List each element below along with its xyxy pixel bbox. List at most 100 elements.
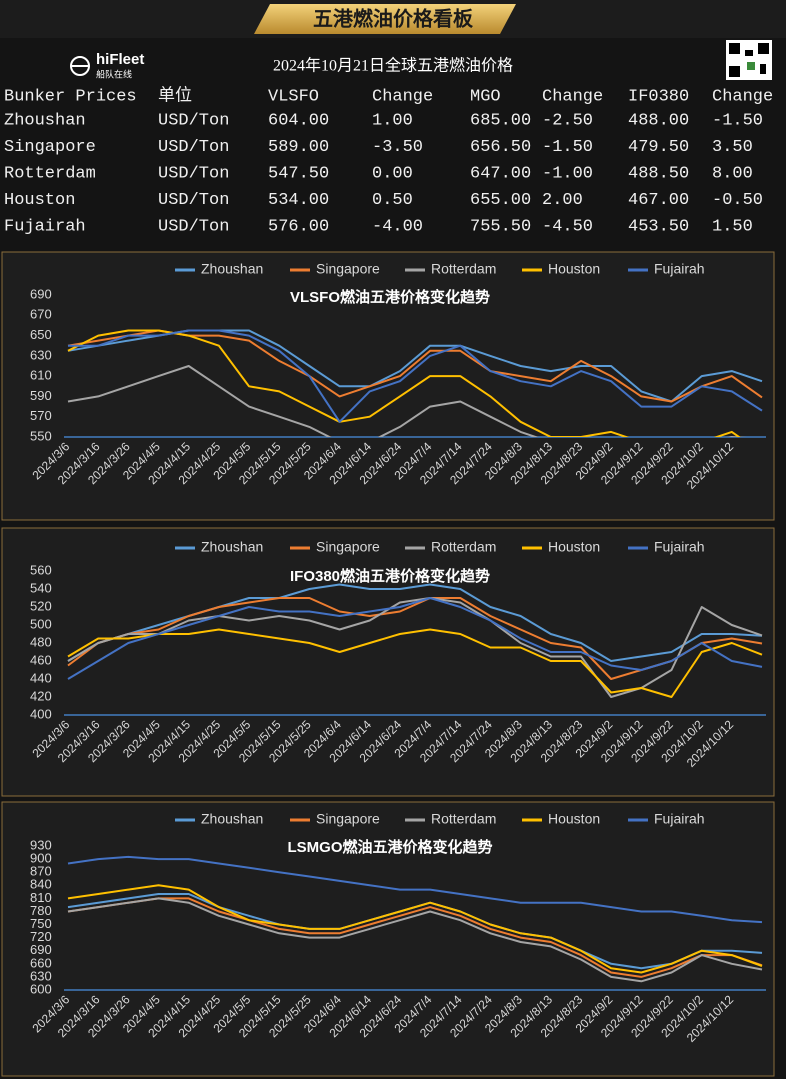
table-cell: 1.00: [372, 111, 413, 130]
table-cell: USD/Ton: [158, 164, 229, 183]
legend-label: Zhoushan: [201, 539, 263, 555]
table-cell: 2.00: [542, 191, 583, 210]
series-line: [67, 329, 741, 437]
chart-panel: [1, 801, 775, 1077]
table-cell: 534.00: [268, 191, 329, 210]
table-cell: -1.50: [712, 111, 763, 130]
price-table: Bunker Prices 单位 VLSFO Change MGO Change IF038…: [4, 85, 773, 236]
table-cell: Singapore: [4, 138, 96, 157]
table-header: Change: [542, 87, 603, 106]
table-cell: USD/Ton: [158, 217, 229, 236]
series-line: [67, 597, 763, 680]
table-cell: Fujairah: [4, 217, 86, 236]
table-cell: 0.50: [372, 191, 413, 210]
y-tick-label: 690: [30, 942, 52, 957]
subtitle: 2024年10月21日全球五港燃油价格: [273, 57, 513, 75]
table-cell: -0.50: [712, 191, 763, 210]
table-cell: 589.00: [268, 138, 329, 157]
table-header: IF0380: [628, 87, 689, 106]
table-header: Change: [372, 87, 433, 106]
legend-label: Singapore: [316, 539, 380, 555]
table-cell: -1.50: [542, 138, 593, 157]
series-line: [67, 628, 763, 698]
table-cell: 1.50: [712, 217, 753, 236]
legend-label: Singapore: [316, 811, 380, 827]
y-tick-label: 930: [30, 837, 52, 852]
y-tick-label: 400: [30, 706, 52, 721]
table-cell: 576.00: [268, 217, 329, 236]
table-cell: Houston: [4, 191, 75, 210]
legend-label: Rotterdam: [431, 811, 496, 827]
y-tick-label: 610: [30, 368, 52, 383]
legend-label: Singapore: [316, 261, 380, 277]
table-header: MGO: [470, 87, 501, 106]
table-cell: USD/Ton: [158, 191, 229, 210]
table-cell: 547.50: [268, 164, 329, 183]
y-tick-label: 900: [30, 851, 52, 866]
y-tick-label: 500: [30, 616, 52, 631]
legend-label: Houston: [548, 811, 600, 827]
y-tick-label: 560: [30, 562, 52, 577]
logo-sub: 船队在线: [96, 68, 132, 79]
table-cell: -3.50: [372, 138, 423, 157]
table-cell: 0.00: [372, 164, 413, 183]
legend-label: Fujairah: [654, 811, 705, 827]
table-cell: 655.00: [470, 191, 531, 210]
y-tick-label: 420: [30, 688, 52, 703]
legend-label: Zhoushan: [201, 811, 263, 827]
table-cell: 656.50: [470, 138, 531, 157]
legend-label: Houston: [548, 261, 600, 277]
y-tick-label: 570: [30, 408, 52, 423]
series-line: [68, 329, 763, 423]
y-tick-label: 590: [30, 388, 52, 403]
logo-text: hiFleet: [96, 51, 144, 68]
series-line: [67, 897, 763, 978]
y-tick-label: 520: [30, 598, 52, 613]
qr-code: [726, 40, 772, 80]
table-cell: 604.00: [268, 111, 329, 130]
series-line: [67, 884, 763, 974]
table-cell: 467.00: [628, 191, 689, 210]
y-tick-label: 600: [30, 981, 52, 996]
y-tick-label: 480: [30, 634, 52, 649]
y-tick-label: 460: [30, 652, 52, 667]
table-cell: 685.00: [470, 111, 531, 130]
y-tick-label: 670: [30, 307, 52, 322]
y-tick-label: 780: [30, 903, 52, 918]
y-tick-label: 550: [30, 428, 52, 443]
legend-label: Rotterdam: [431, 539, 496, 555]
table-cell: 453.50: [628, 217, 689, 236]
legend-label: Fujairah: [654, 261, 705, 277]
y-tick-label: 690: [30, 286, 52, 301]
legend-label: Rotterdam: [431, 261, 496, 277]
table-cell: Zhoushan: [4, 111, 86, 130]
y-tick-label: 810: [30, 890, 52, 905]
table-cell: 755.50: [470, 217, 531, 236]
table-cell: USD/Ton: [158, 111, 229, 130]
series-line: [67, 855, 763, 924]
table-cell: 3.50: [712, 138, 753, 157]
y-tick-label: 650: [30, 327, 52, 342]
logo: hiFleet 船队在线: [70, 51, 144, 79]
y-tick-label: 870: [30, 864, 52, 879]
y-tick-label: 840: [30, 877, 52, 892]
table-cell: Rotterdam: [4, 164, 96, 183]
table-cell: 8.00: [712, 164, 753, 183]
y-tick-label: 720: [30, 929, 52, 944]
table-cell: -1.00: [542, 164, 593, 183]
legend-label: Fujairah: [654, 539, 705, 555]
table-cell: USD/Ton: [158, 138, 229, 157]
table-cell: -4.00: [372, 217, 423, 236]
series-line: [67, 597, 763, 698]
series-line: [67, 365, 747, 437]
legend-label: Zhoushan: [201, 261, 263, 277]
table-cell: -4.50: [542, 217, 593, 236]
table-header: 单位: [158, 85, 192, 106]
table-cell: 647.00: [470, 164, 531, 183]
chart-title: IFO380燃油五港价格变化趋势: [290, 567, 490, 585]
table-header: VLSFO: [268, 87, 319, 106]
y-tick-label: 630: [30, 968, 52, 983]
y-tick-label: 540: [30, 580, 52, 595]
